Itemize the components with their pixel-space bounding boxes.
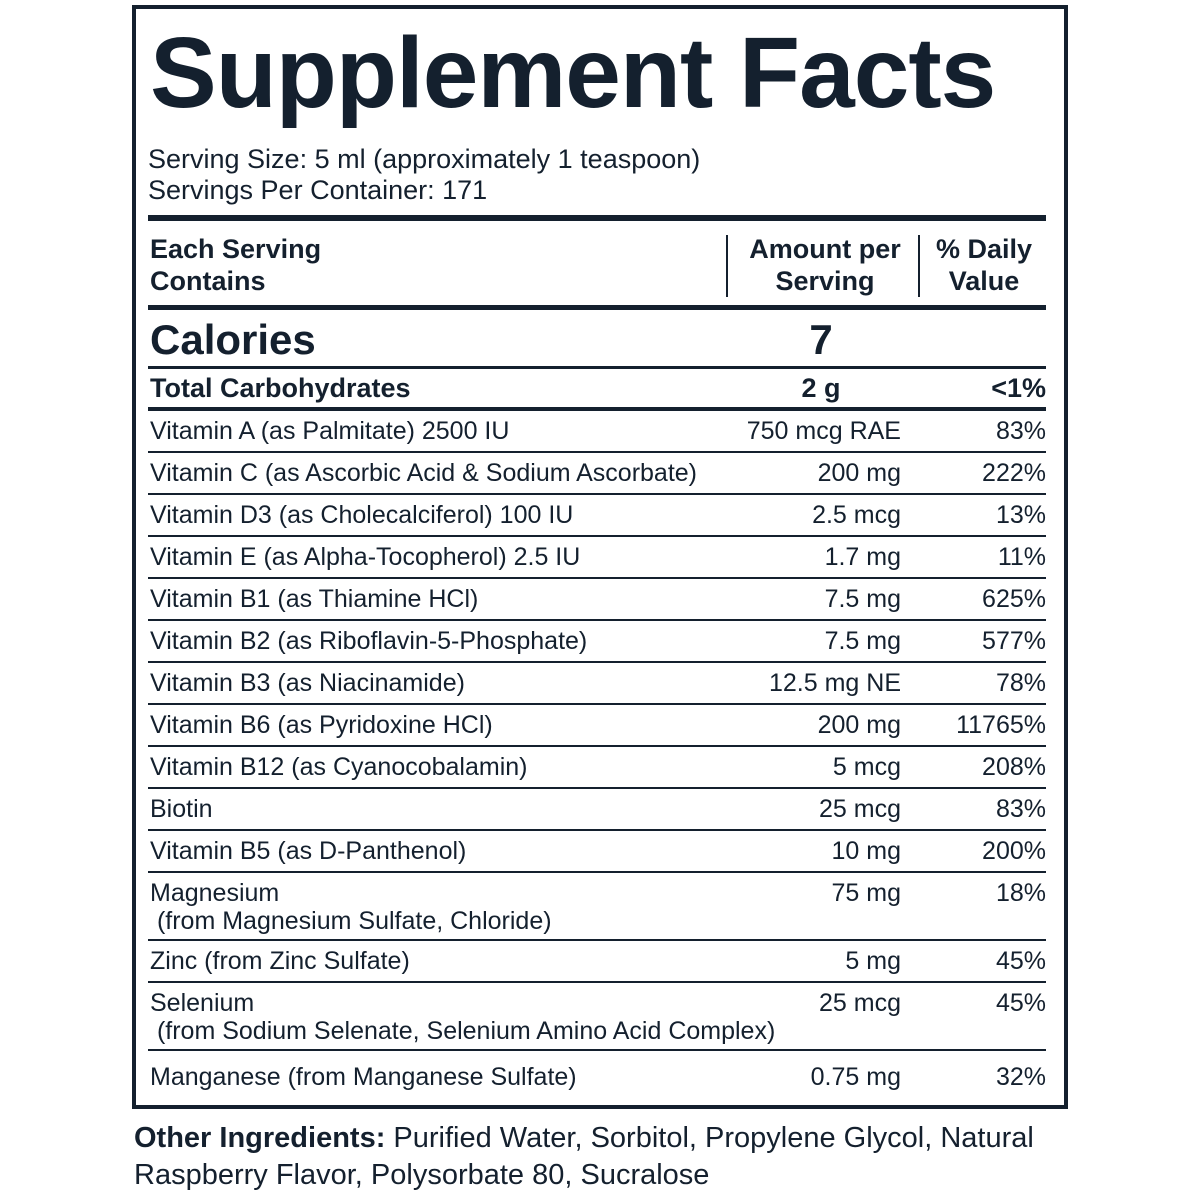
nutrient-amount: 12.5 mg NE [768, 669, 901, 697]
other-ingredients: Other Ingredients: Purified Water, Sorbi… [134, 1120, 1034, 1194]
nutrient-daily-value: 13% [995, 501, 1046, 529]
nutrient-row: Biotin 25 mcg 83% [148, 789, 1046, 831]
nutrient-row: Vitamin B5 (as D-Panthenol) 10 mg 200% [148, 831, 1046, 873]
nutrient-row: Vitamin A (as Palmitate) 2500 IU 750 mcg … [148, 411, 1046, 453]
carbs-label: Total Carbohydrates [150, 373, 411, 403]
nutrient-amount: 5 mcg [832, 753, 901, 781]
nutrient-amount: 7.5 mg [824, 585, 901, 613]
nutrient-daily-value: 18% [995, 879, 1046, 907]
nutrient-name: Vitamin D3 (as Cholecalciferol) 100 IU [150, 501, 574, 529]
nutrient-amount: 25 mcg [819, 795, 901, 823]
nutrient-row: Vitamin B2 (as Riboflavin-5-Phosphate) 7.… [148, 621, 1046, 663]
nutrient-name: Vitamin B1 (as Thiamine HCl) [150, 585, 479, 613]
nutrient-row: Magnesium (from Magnesium Sulfate, Chlor… [148, 873, 1046, 941]
supplement-facts-panel: Supplement Facts Serving Size: 5 ml (app… [132, 5, 1068, 1109]
title: Supplement Facts [150, 17, 996, 129]
nutrient-row: Vitamin E (as Alpha-Tocopherol) 2.5 IU 1.… [148, 537, 1046, 579]
carbs-amount: 2 g [801, 373, 841, 403]
rule [148, 215, 1046, 221]
nutrient-name: Selenium (from Sodium Selenate, Selenium… [150, 989, 776, 1045]
nutrient-amount: 7.5 mg [824, 627, 901, 655]
divider [726, 235, 728, 297]
nutrient-daily-value: 208% [982, 753, 1046, 781]
header-daily-value: % Daily Value [935, 234, 1033, 296]
rule [148, 407, 1046, 411]
nutrient-name: Biotin [150, 795, 213, 823]
nutrient-name: Vitamin B12 (as Cyanocobalamin) [150, 753, 528, 781]
nutrient-amount: 10 mg [831, 837, 901, 865]
header-amount: Amount per Serving [749, 234, 901, 296]
nutrient-daily-value: 45% [995, 989, 1046, 1017]
nutrient-daily-value: 11% [997, 543, 1046, 571]
nutrient-rows: Vitamin A (as Palmitate) 2500 IU 750 mcg … [148, 411, 1046, 1099]
nutrient-amount: 75 mg [831, 879, 901, 907]
nutrient-daily-value: 78% [995, 669, 1046, 697]
nutrient-name: Vitamin C (as Ascorbic Acid & Sodium Asc… [150, 459, 697, 487]
nutrient-daily-value: 625% [982, 585, 1046, 613]
nutrient-amount: 1.7 mg [824, 543, 901, 571]
nutrient-daily-value: 577% [982, 627, 1046, 655]
nutrient-daily-value: 45% [995, 947, 1046, 975]
nutrient-name: Vitamin B5 (as D-Panthenol) [150, 837, 467, 865]
carbs-daily-value: <1% [991, 373, 1046, 403]
nutrient-daily-value: 222% [982, 459, 1046, 487]
nutrient-row: Vitamin D3 (as Cholecalciferol) 100 IU 2.… [148, 495, 1046, 537]
nutrient-amount: 750 mcg RAE [746, 417, 901, 445]
nutrient-row: Vitamin B3 (as Niacinamide) 12.5 mg NE 78% [148, 663, 1046, 705]
nutrient-name: Vitamin B3 (as Niacinamide) [150, 669, 465, 697]
nutrient-row: Vitamin B1 (as Thiamine HCl) 7.5 mg 625% [148, 579, 1046, 621]
nutrient-name: Vitamin B2 (as Riboflavin-5-Phosphate) [150, 627, 588, 655]
nutrient-name: Magnesium (from Magnesium Sulfate, Chlor… [150, 879, 552, 935]
nutrient-row: Vitamin B6 (as Pyridoxine HCl) 200 mg 1176… [148, 705, 1046, 747]
nutrient-amount: 25 mcg [819, 989, 901, 1017]
nutrient-daily-value: 32% [995, 1063, 1046, 1091]
nutrient-amount: 5 mg [845, 947, 901, 975]
nutrient-name: Vitamin B6 (as Pyridoxine HCl) [150, 711, 493, 739]
nutrient-name: Manganese (from Manganese Sulfate) [150, 1063, 577, 1091]
nutrient-name: Vitamin E (as Alpha-Tocopherol) 2.5 IU [150, 543, 581, 571]
nutrient-row: Selenium (from Sodium Selenate, Selenium… [148, 983, 1046, 1051]
nutrient-name: Vitamin A (as Palmitate) 2500 IU [150, 417, 510, 445]
servings-per-container: Servings Per Container: 171 [148, 175, 488, 205]
nutrient-daily-value: 200% [982, 837, 1046, 865]
header-name: Each Serving Contains [150, 234, 322, 296]
rule [148, 305, 1046, 310]
nutrient-row: Vitamin B12 (as Cyanocobalamin) 5 mcg 208% [148, 747, 1046, 789]
nutrient-amount: 2.5 mcg [812, 501, 901, 529]
nutrient-daily-value: 83% [995, 795, 1046, 823]
other-ingredients-text: Purified Water, Sorbitol, Propylene Glyc… [134, 1122, 1034, 1191]
nutrient-amount: 200 mg [817, 459, 901, 487]
nutrient-row: Manganese (from Manganese Sulfate) 0.75 m… [148, 1051, 1046, 1099]
nutrient-row: Vitamin C (as Ascorbic Acid & Sodium Asc… [148, 453, 1046, 495]
calories-label: Calories [150, 316, 316, 363]
nutrient-name: Zinc (from Zinc Sulfate) [150, 947, 410, 975]
nutrient-daily-value: 11765% [956, 711, 1046, 739]
calories-amount: 7 [809, 316, 833, 363]
rule [148, 366, 1046, 369]
nutrient-amount: 0.75 mg [810, 1063, 901, 1091]
divider [918, 235, 920, 297]
nutrient-daily-value: 83% [995, 417, 1046, 445]
nutrient-amount: 200 mg [817, 711, 901, 739]
serving-size: Serving Size: 5 ml (approximately 1 teas… [148, 144, 701, 174]
nutrient-row: Zinc (from Zinc Sulfate) 5 mg 45% [148, 941, 1046, 983]
other-ingredients-label: Other Ingredients: [134, 1122, 386, 1154]
